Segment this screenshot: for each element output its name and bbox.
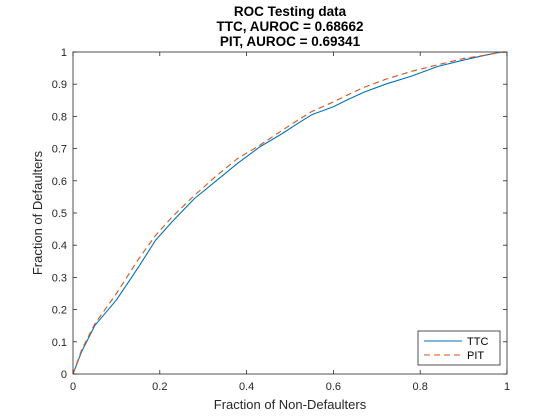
y-tick-label: 0	[61, 369, 67, 381]
x-tick-label: 0.4	[239, 381, 254, 393]
title-line-1: ROC Testing data	[234, 4, 347, 19]
series-line-pit	[72, 51, 508, 375]
legend-label-pit: PIT	[467, 350, 484, 362]
y-tick-label: 0.8	[52, 111, 67, 123]
y-axis-ticks: 0 0.1 0.2 0.3 0.4 0.5 0.6 0.7 0.8 0.9 1	[52, 47, 507, 381]
title-line-3: PIT, AUROC = 0.69341	[220, 34, 361, 49]
legend-box	[417, 330, 501, 366]
plot-area	[72, 51, 508, 375]
x-tick-label: 0.8	[413, 381, 428, 393]
y-tick-label: 0.1	[52, 337, 67, 349]
title-line-2: TTC, AUROC = 0.68662	[217, 19, 364, 34]
x-axis-ticks: 0 0.2 0.4 0.6 0.8 1	[70, 52, 510, 393]
y-tick-label: 0.9	[52, 79, 67, 91]
y-tick-label: 0.4	[52, 240, 67, 252]
x-tick-label: 1	[504, 381, 510, 393]
y-tick-label: 0.6	[52, 176, 67, 188]
y-tick-label: 0.2	[52, 305, 67, 317]
series-line-ttc	[72, 51, 508, 375]
legend: TTC PIT	[417, 330, 501, 366]
series-group	[72, 51, 508, 375]
y-tick-label: 0.3	[52, 272, 67, 284]
y-tick-label: 1	[61, 47, 67, 59]
chart-title: ROC Testing data TTC, AUROC = 0.68662 PI…	[217, 4, 364, 49]
y-axis-label: Fraction of Defaulters	[30, 150, 45, 275]
x-tick-label: 0.6	[326, 381, 341, 393]
x-tick-label: 0.2	[152, 381, 167, 393]
y-tick-label: 0.5	[52, 208, 67, 220]
x-tick-label: 0	[70, 381, 76, 393]
legend-label-ttc: TTC	[467, 336, 488, 348]
x-axis-label: Fraction of Non-Defaulters	[214, 397, 367, 412]
y-tick-label: 0.7	[52, 144, 67, 156]
axes-box	[72, 51, 508, 375]
